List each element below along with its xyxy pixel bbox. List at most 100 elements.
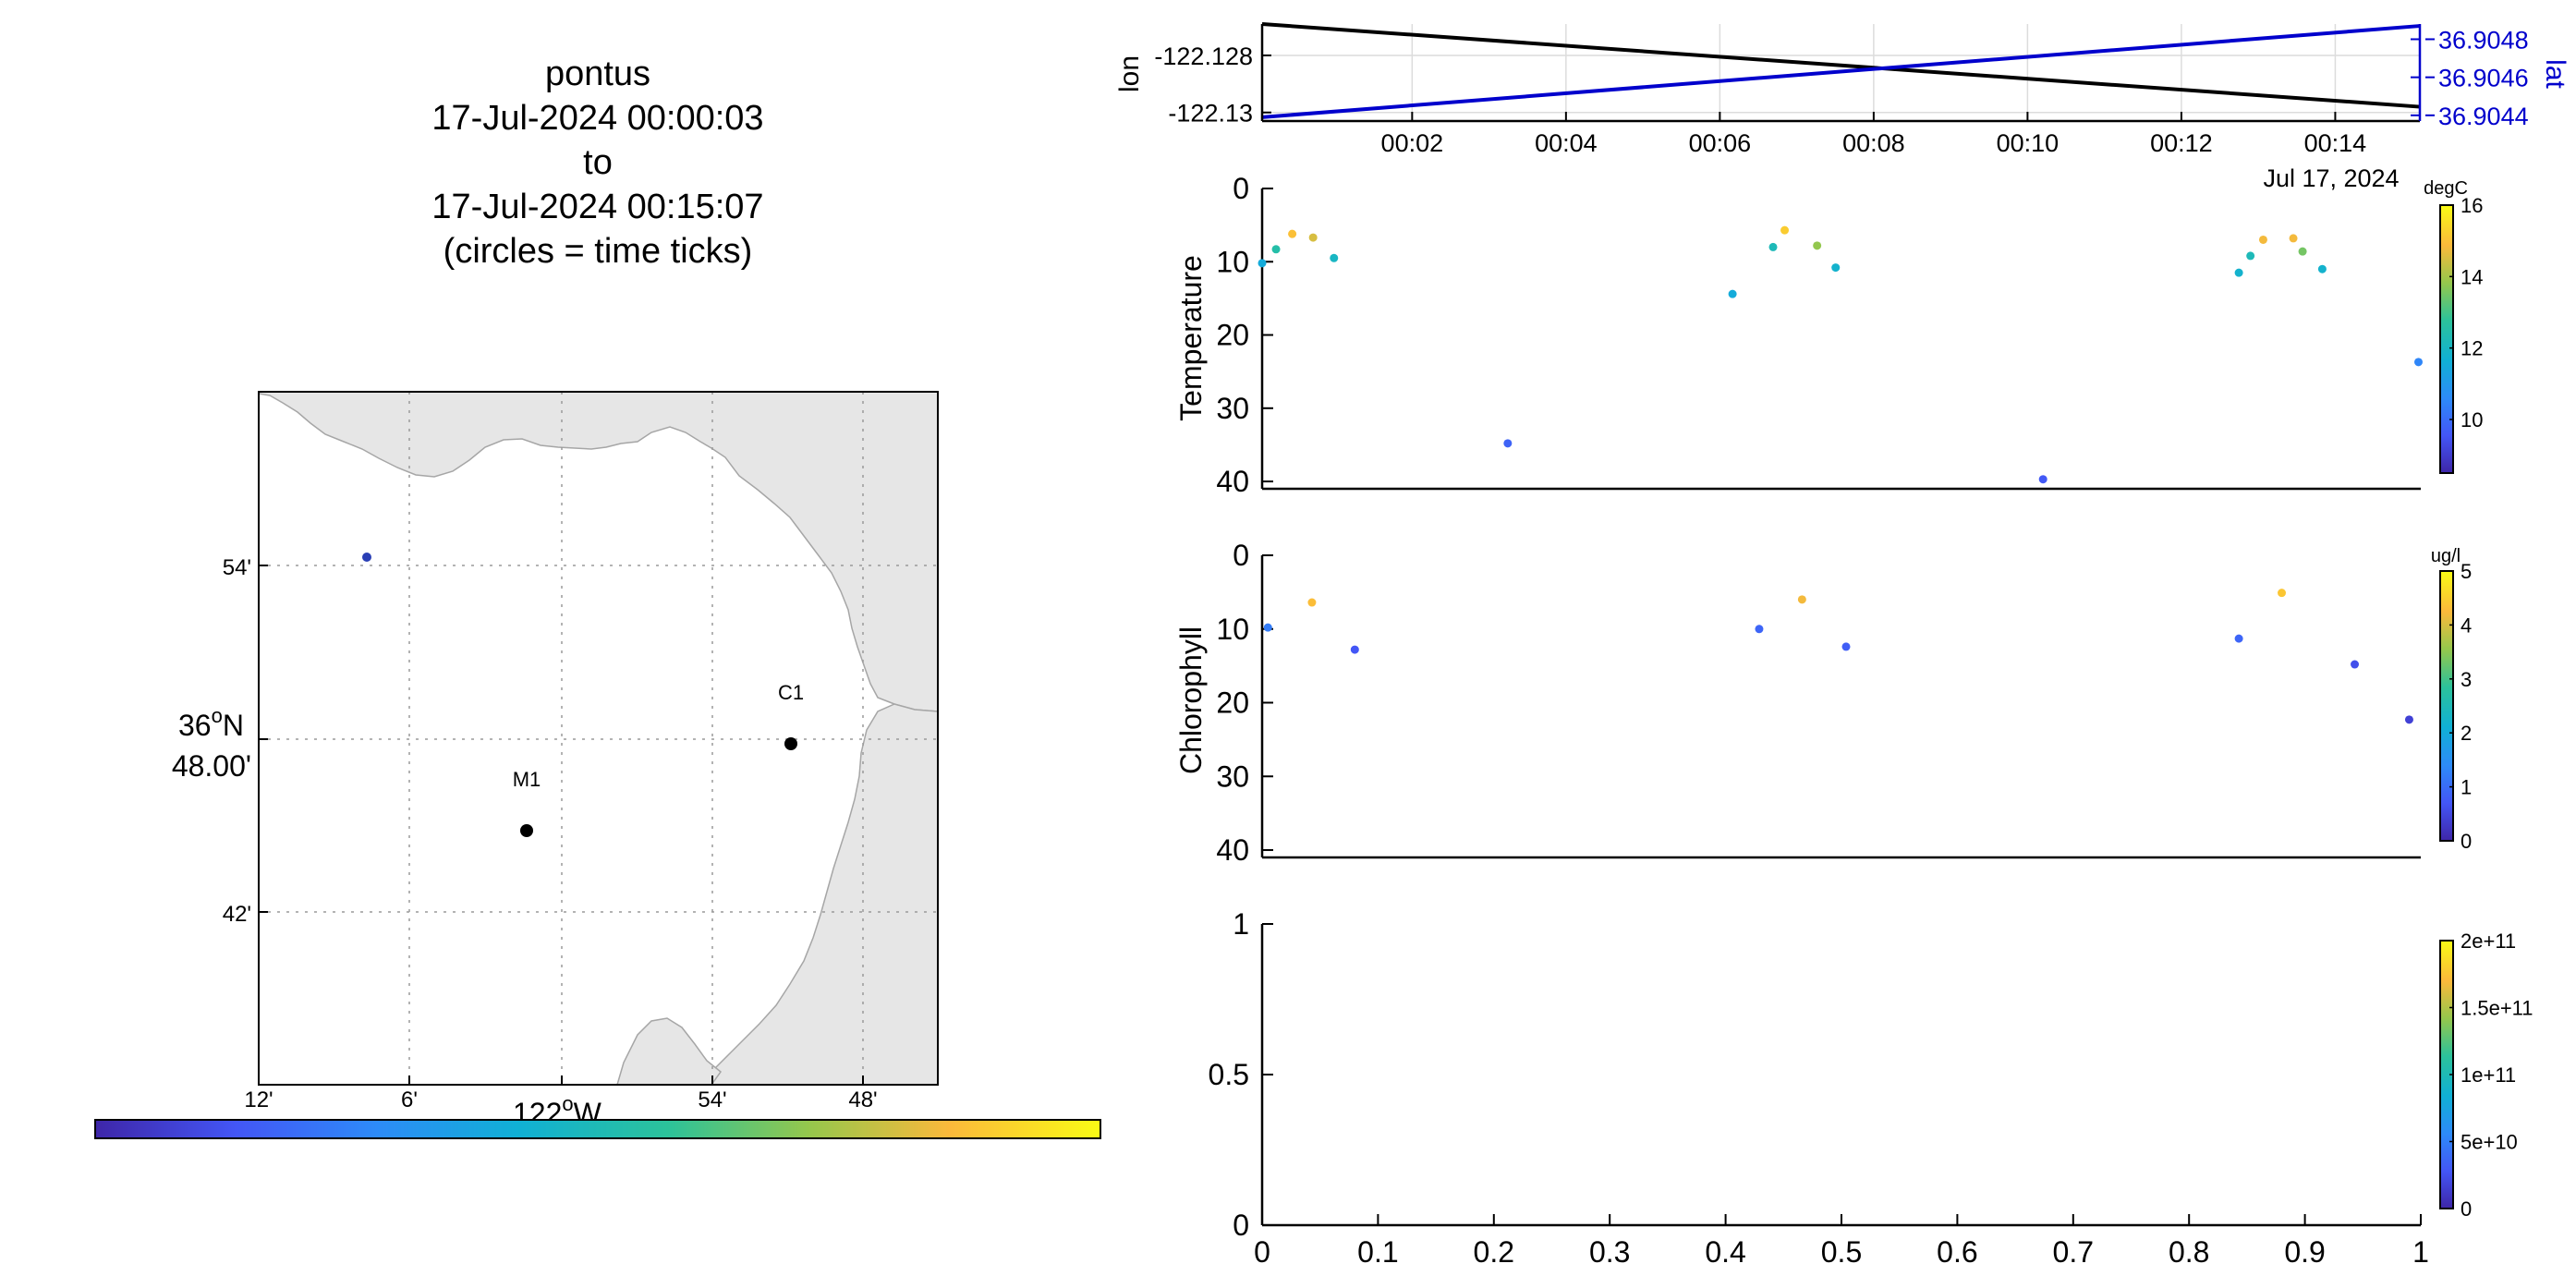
temperature-colorbar-tick-label: 12 <box>2461 337 2483 360</box>
temperature-ytick-label: 30 <box>1216 392 1249 425</box>
chlorophyll-ytick-label: 40 <box>1216 833 1249 867</box>
empty-xtick-label: 0.6 <box>1937 1235 1977 1269</box>
station-c1-marker <box>784 737 797 750</box>
chlorophyll-colorbar-tick-label: 3 <box>2461 668 2472 691</box>
map-lon-tick-48: 48' <box>848 1088 877 1112</box>
empty-colorbar-ticks: 2e+11 1.5e+11 1e+11 5e+10 0 <box>2449 930 2533 1221</box>
lonlat-xtick-label: 00:06 <box>1689 129 1752 157</box>
map-lon-tick-12: 12' <box>244 1088 273 1112</box>
empty-ytick-label: 0 <box>1233 1209 1249 1242</box>
title-line-5: (circles = time ticks) <box>444 232 753 271</box>
map-panel: 54' 42' 36oN 48.00' 12' 6' 54' 48' 122oW… <box>94 391 1101 1139</box>
empty-axes: 1 0.5 00 0.1 0.2 0.3 0.4 0.5 0.6 0.7 0.8 0.9 1 <box>1209 907 2429 1269</box>
title-line-1: pontus <box>545 55 650 93</box>
empty-colorbar-tick-label: 1e+11 <box>2461 1063 2516 1087</box>
map-ticks <box>259 565 864 1085</box>
chlorophyll-data-point <box>2404 715 2413 724</box>
chlorophyll-ytick-label: 0 <box>1233 539 1249 572</box>
empty-ytick-label: 0.5 <box>1209 1058 1249 1091</box>
temperature-colorbar-tick-label: 16 <box>2461 194 2483 217</box>
vehicle-track-marker <box>362 553 371 562</box>
lonlat-xtick-label: 00:02 <box>1381 129 1444 157</box>
map-lon-tick-6: 6' <box>401 1088 418 1112</box>
empty-colorbar-tick-label: 2e+11 <box>2461 930 2516 953</box>
empty-xtick-label: 0.5 <box>1821 1235 1862 1269</box>
map-lat-tick-54: 54' <box>223 555 251 580</box>
temperature-data-point <box>2298 247 2307 256</box>
lonlat-xtick-label: 00:08 <box>1842 129 1905 157</box>
temperature-ytick-label: 40 <box>1216 465 1249 498</box>
map-grid <box>259 392 938 1085</box>
chlorophyll-data-point <box>1797 595 1806 604</box>
temperature-data-point <box>1258 259 1267 268</box>
lonlat-ytick-label: -122.13 <box>1168 100 1253 128</box>
map-lat-center-deg: 36 <box>178 709 212 742</box>
temperature-ytick-label: 10 <box>1216 245 1249 278</box>
lonlat-series <box>1261 22 2421 119</box>
map-time-colorbar <box>94 1119 1101 1139</box>
temperature-data-point <box>2289 234 2298 243</box>
temperature-ytick-label: 20 <box>1216 319 1249 352</box>
empty-xtick-label: 0.2 <box>1474 1235 1514 1269</box>
temperature-data-point <box>1503 439 1513 448</box>
empty-colorbar-tick-label: 1.5e+11 <box>2461 997 2533 1020</box>
map-lon-tick-54: 54' <box>698 1088 726 1112</box>
temperature-colorbar-tick-label: 10 <box>2461 408 2483 431</box>
chlorophyll-colorbar <box>2439 570 2454 842</box>
land-north <box>259 392 938 712</box>
chlorophyll-data-point <box>2234 634 2243 643</box>
map-lon-center-deg-mark: o <box>562 1092 573 1115</box>
temperature-data-point <box>1308 233 1318 242</box>
chlorophyll-axes: 0 10 20 30 40 <box>1216 539 2421 867</box>
temperature-ylabel: Temperature <box>1174 255 1208 421</box>
temperature-data-point <box>2234 268 2243 277</box>
lonlat-xtick-label: 00:14 <box>2304 129 2367 157</box>
title-line-2: 17-Jul-2024 00:00:03 <box>431 99 763 138</box>
temperature-colorbar-unit: degC <box>2424 178 2468 199</box>
chlorophyll-ylabel: Chlorophyll <box>1174 626 1208 774</box>
temperature-data-point <box>1288 229 1297 238</box>
temperature-axes: 0 10 20 30 40 <box>1216 172 2421 498</box>
lonlat-xtick-label: 00:04 <box>1535 129 1598 157</box>
chlorophyll-colorbar-tick-label: 4 <box>2461 614 2472 637</box>
lonlat-y2tick-label: 36.9046 <box>2438 65 2529 92</box>
title-line-4: 17-Jul-2024 00:15:07 <box>431 188 763 226</box>
empty-xtick-label: 0.4 <box>1705 1235 1745 1269</box>
map-lat-center-deg-mark: o <box>212 704 223 727</box>
station-m1-label: M1 <box>513 768 541 791</box>
temperature-data-point <box>1780 225 1790 235</box>
temperature-data-point <box>1768 242 1778 251</box>
lonlat-ytick-label: -122.128 <box>1154 43 1253 70</box>
chlorophyll-ytick-label: 20 <box>1216 687 1249 720</box>
empty-xtick-label: 0.8 <box>2169 1235 2209 1269</box>
chlorophyll-colorbar-tick-label: 5 <box>2461 560 2472 583</box>
chlorophyll-data-point <box>1350 645 1359 654</box>
lonlat-ylabel: lon <box>1114 55 1145 92</box>
map-lat-center-min: 48.00' <box>172 749 251 783</box>
temperature-points <box>1258 225 2423 484</box>
chlorophyll-colorbar-unit: ug/l <box>2431 546 2461 566</box>
chlorophyll-data-point <box>1841 642 1851 651</box>
temperature-data-point <box>2413 358 2423 367</box>
chlorophyll-colorbar-ticks: 5 4 3 2 1 0 <box>2449 560 2472 853</box>
empty-colorbar-tick-label: 0 <box>2461 1197 2472 1221</box>
chlorophyll-ytick-label: 30 <box>1216 759 1249 793</box>
map-lat-center-hem: N <box>223 709 244 742</box>
empty-xtick-label: 0.1 <box>1357 1235 1398 1269</box>
land-south-point <box>616 1017 723 1085</box>
chlorophyll-ytick-label: 10 <box>1216 613 1249 646</box>
station-c1-label: C1 <box>778 681 804 704</box>
lonlat-y2label: lat <box>2540 59 2570 89</box>
temperature-data-point <box>1330 253 1339 262</box>
lonlat-axes: 00:02 00:04 00:06 00:08 00:10 00:12 00:14 -122.… <box>1154 24 2529 157</box>
temperature-ytick-label: 0 <box>1233 172 1249 205</box>
chlorophyll-data-point <box>1307 598 1317 607</box>
title-line-3: to <box>583 143 613 182</box>
empty-colorbar-tick-label: 5e+10 <box>2461 1131 2518 1154</box>
chlorophyll-colorbar-tick-label: 2 <box>2461 722 2472 745</box>
empty-xtick-label: 0.3 <box>1589 1235 1630 1269</box>
temperature-data-point <box>1831 263 1841 273</box>
temperature-data-point <box>2317 264 2327 273</box>
temperature-data-point <box>2258 235 2267 244</box>
